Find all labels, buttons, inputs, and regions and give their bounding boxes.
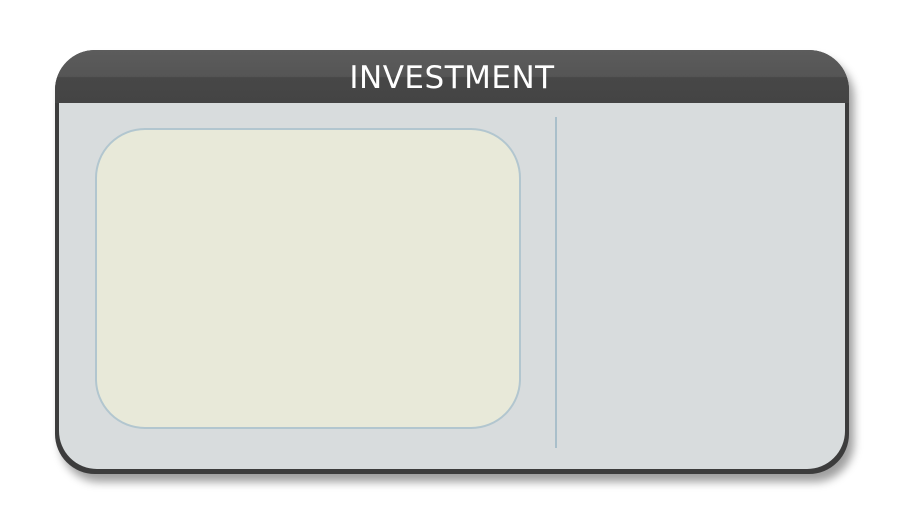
- panel-body: [59, 103, 845, 469]
- investment-panel: INVESTMENT: [55, 50, 849, 474]
- content-display-box: [95, 128, 521, 429]
- vertical-divider: [555, 117, 557, 448]
- side-content-area: [559, 117, 839, 448]
- panel-title: INVESTMENT: [349, 60, 555, 96]
- panel-header: INVESTMENT: [55, 50, 849, 103]
